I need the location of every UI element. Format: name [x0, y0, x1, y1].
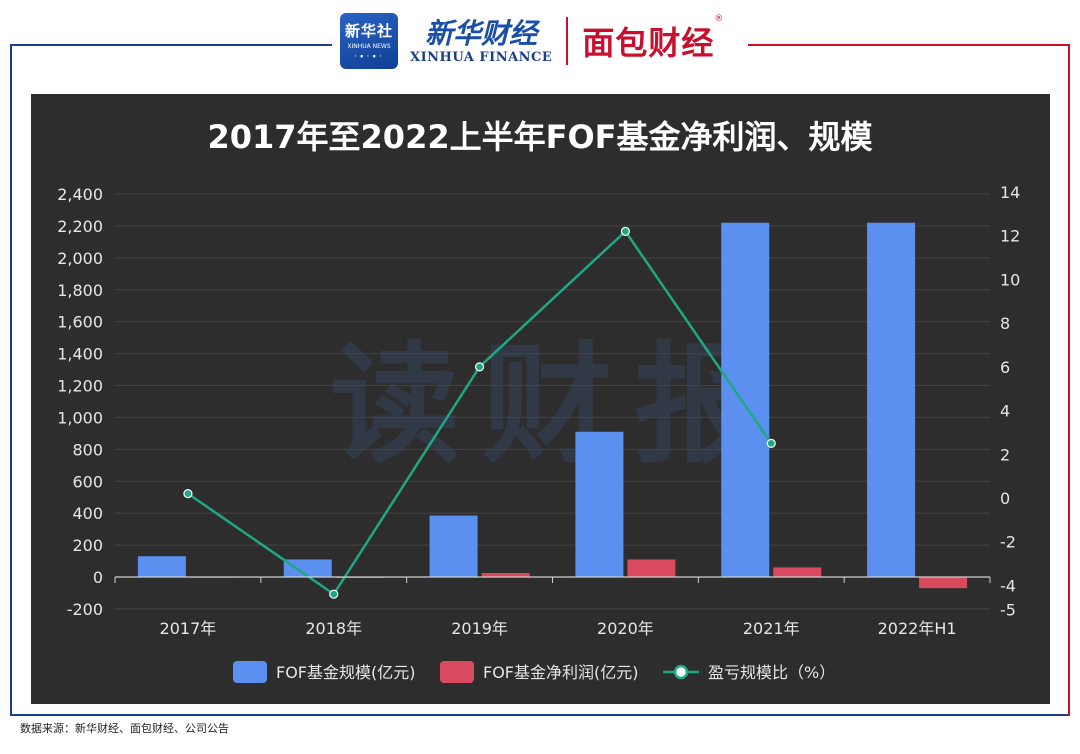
profit-bar: [481, 573, 530, 577]
right-tick-label: 6: [1000, 358, 1010, 377]
profit-bar: [919, 577, 968, 589]
profit-bar: [773, 567, 822, 577]
registered-mark: ®: [714, 14, 725, 24]
legend-scale-label: FOF基金规模(亿元): [276, 663, 416, 682]
legend-ratio-marker: [673, 664, 689, 680]
left-tick-label: 2,200: [57, 217, 103, 236]
left-tick-label: 1,000: [57, 408, 103, 427]
right-tick-label: 10: [1000, 270, 1020, 289]
right-tick-label: 2: [1000, 445, 1010, 464]
x-tick-label: 2018年: [305, 619, 362, 638]
scale-bar: [429, 515, 478, 577]
grid-lines: [115, 193, 990, 610]
scale-bar: [867, 222, 916, 577]
frame-top-right-line: [748, 44, 1070, 46]
network-dots-icon: ·∙·∙·: [354, 52, 384, 62]
frame-left-line: [10, 44, 12, 716]
x-tick-label: 2017年: [160, 619, 217, 638]
scale-bar: [575, 431, 624, 577]
ratio-polyline: [187, 229, 773, 596]
xinhua-finance-logo: 新华财经 XINHUA FINANCE: [410, 16, 553, 65]
left-axis: -200 0 200 400 600 800 1,000 1,200 1,400 1,600 1,8…: [57, 185, 103, 619]
scale-bar: [137, 556, 186, 577]
left-tick-label: 1,400: [57, 345, 103, 364]
right-tick-label: 12: [1000, 227, 1020, 246]
legend: FOF基金规模(亿元) FOF基金净利润(亿元) 盈亏规模比（%）: [233, 661, 835, 683]
left-tick-label: 2,000: [57, 249, 103, 268]
frame-bottom-line: [10, 714, 1070, 716]
left-tick-label: 600: [72, 472, 103, 491]
ratio-point: [474, 362, 485, 372]
frame-right-line: [1068, 44, 1070, 716]
header: 新华社 XINHUA NEWS ·∙·∙· 新华财经 XINHUA FINANC…: [340, 8, 740, 74]
mianbao-finance-logo: 面包财经 ®: [582, 14, 723, 64]
x-axis: 2017年 2018年 2019年 2020年 2021年 2022年H1: [114, 576, 991, 638]
ratio-point: [766, 438, 776, 448]
scale-bar: [283, 559, 332, 577]
left-tick-label: 1,800: [57, 281, 103, 300]
right-tick-label: -4: [1000, 576, 1016, 595]
left-tick-label: 0: [93, 568, 103, 587]
x-tick-label: 2021年: [743, 619, 800, 638]
xinhua-logo-en: XINHUA NEWS: [347, 43, 391, 50]
partner-cn: 面包财经: [582, 24, 715, 62]
right-tick-label: -5: [1000, 600, 1016, 619]
legend-scale-swatch: [233, 661, 267, 683]
chart-title: 2017年至2022上半年FOF基金净利润、规模: [207, 118, 872, 156]
right-tick-label: 14: [1000, 183, 1020, 202]
finance-cn: 新华财经: [425, 16, 538, 50]
right-tick-label: -2: [1000, 533, 1016, 552]
xinhua-news-logo: 新华社 XINHUA NEWS ·∙·∙·: [340, 13, 398, 69]
scale-bar: [721, 222, 770, 577]
logo-divider: [566, 17, 569, 65]
right-axis: -4 -2 0 2 4 6 8 10 12 14 -5: [1000, 183, 1020, 619]
bars: [137, 222, 968, 589]
xinhua-logo-cn: 新华社: [344, 22, 393, 40]
legend-profit-swatch: [440, 661, 474, 683]
left-tick-label: 1,200: [57, 377, 103, 396]
data-source: 数据来源：新华财经、面包财经、公司公告: [20, 722, 229, 735]
x-tick-label: 2022年H1: [878, 619, 957, 638]
frame-top-left-line: [10, 44, 332, 46]
left-tick-label: 2,400: [57, 185, 103, 204]
left-tick-label: 1,600: [57, 313, 103, 332]
right-tick-label: 8: [1000, 314, 1010, 333]
left-tick-label: -200: [67, 600, 103, 619]
x-tick-label: 2020年: [597, 619, 654, 638]
right-tick-label: 4: [1000, 402, 1010, 421]
left-tick-label: 200: [72, 536, 103, 555]
x-tick-label: 2019年: [451, 619, 508, 638]
profit-bar: [627, 559, 676, 577]
ratio-point: [620, 226, 631, 236]
right-tick-label: 0: [1000, 489, 1010, 508]
legend-profit-label: FOF基金净利润(亿元): [483, 663, 639, 682]
left-tick-label: 800: [72, 440, 103, 459]
left-tick-label: 400: [72, 504, 103, 523]
ratio-point: [183, 489, 193, 499]
ratio-line: [183, 226, 776, 599]
ratio-point: [329, 589, 339, 599]
finance-en: XINHUA FINANCE: [410, 49, 553, 65]
legend-ratio-label: 盈亏规模比（%）: [708, 663, 835, 682]
